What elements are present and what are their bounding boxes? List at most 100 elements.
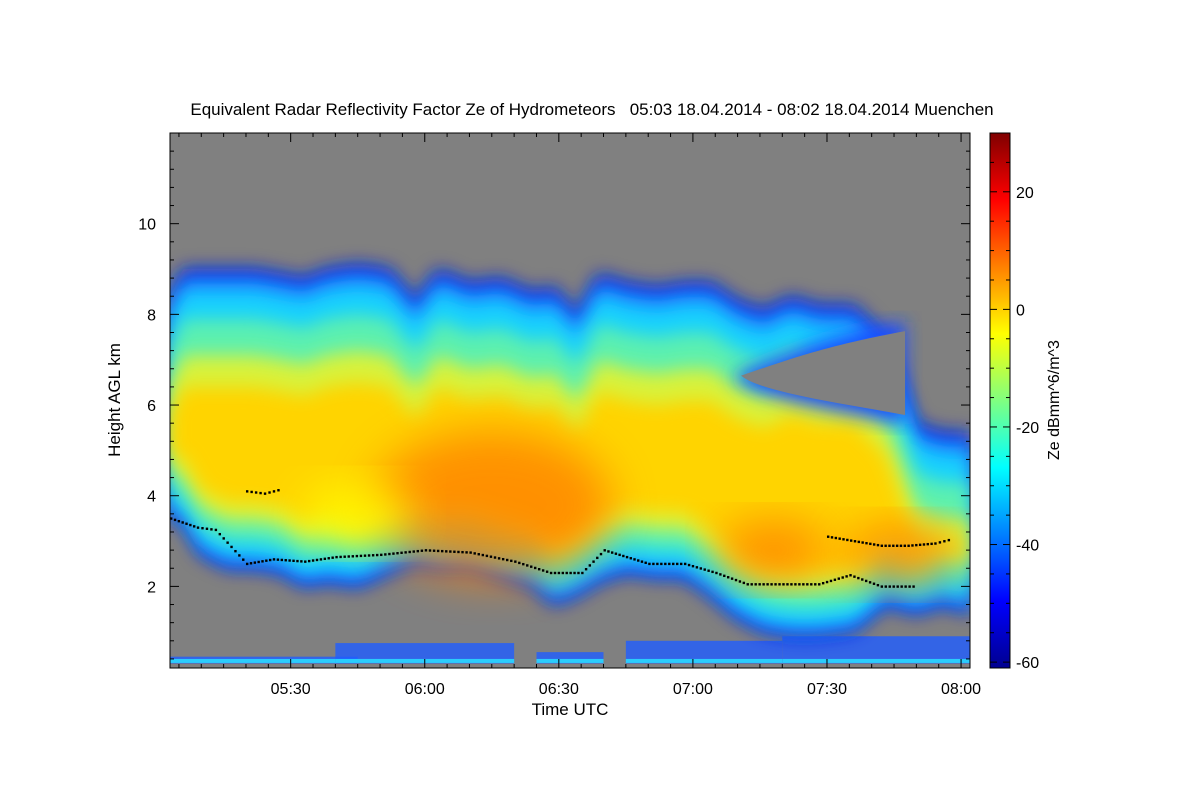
melting-layer-dot bbox=[205, 527, 209, 530]
upper-echo-dot bbox=[250, 490, 253, 494]
y-tick-label: 6 bbox=[147, 398, 156, 415]
melting-layer-dot bbox=[853, 575, 856, 578]
melting-layer-dot bbox=[530, 565, 533, 568]
melting-layer-dot bbox=[339, 555, 342, 559]
melting-layer-dot bbox=[424, 549, 428, 552]
melting-layer-dot bbox=[818, 583, 821, 586]
plot-frame bbox=[169, 132, 971, 669]
melting-layer-dot bbox=[857, 576, 860, 580]
upper-echo-dot bbox=[930, 542, 933, 546]
melting-layer-dot bbox=[242, 558, 245, 561]
melting-layer-dot bbox=[565, 571, 568, 575]
melting-layer-dot bbox=[493, 556, 497, 559]
melting-layer-dot bbox=[802, 583, 805, 586]
melting-layer-dot bbox=[392, 552, 395, 555]
clear-gap-region bbox=[741, 331, 906, 416]
melting-layer-dot bbox=[222, 537, 225, 540]
upper-echo-dot bbox=[892, 544, 895, 547]
melting-layer-dot bbox=[766, 583, 769, 586]
melting-layer-dot bbox=[170, 517, 173, 520]
melting-layer-dot bbox=[573, 571, 576, 575]
melting-layer-dot bbox=[738, 580, 742, 583]
melting-layer-dot bbox=[420, 549, 424, 552]
melting-layer-dot bbox=[687, 563, 691, 567]
melting-layer-dot bbox=[323, 557, 327, 561]
melting-layer-dot bbox=[618, 553, 621, 557]
melting-layer-dot bbox=[660, 562, 663, 566]
melting-layer-dot bbox=[876, 583, 880, 587]
melting-layer-dot bbox=[691, 564, 695, 568]
melting-layer-dot bbox=[526, 564, 529, 567]
melting-layer-dot bbox=[465, 551, 468, 554]
melting-layer-dot bbox=[436, 549, 440, 553]
melting-layer-dot bbox=[428, 549, 432, 552]
melting-layer-dot bbox=[679, 562, 683, 566]
melting-layer-dot bbox=[557, 571, 561, 575]
melting-layer-dot bbox=[758, 583, 761, 586]
melting-layer-dot bbox=[782, 583, 785, 586]
x-tick-label: 07:30 bbox=[807, 681, 847, 698]
colorbar: 20 0 -20 -40 -60 Ze dBmm^6/m^3 bbox=[989, 132, 1063, 672]
upper-echo-dot bbox=[943, 540, 946, 543]
melting-layer-dot bbox=[837, 577, 840, 580]
melting-layer-dot bbox=[652, 562, 655, 566]
melting-layer-dot bbox=[380, 553, 383, 557]
melting-layer-dot bbox=[900, 585, 903, 588]
colorbar-tick-label: -40 bbox=[1016, 538, 1039, 555]
plot-area bbox=[170, 133, 970, 668]
upper-echo-dot bbox=[911, 544, 914, 547]
melting-layer-dot bbox=[537, 568, 541, 571]
melting-layer-dot bbox=[319, 558, 323, 561]
melting-layer-dot bbox=[189, 523, 192, 527]
melting-layer-dot bbox=[261, 560, 264, 563]
upper-echo-dot bbox=[934, 542, 937, 545]
melting-layer-dot bbox=[457, 550, 460, 554]
melting-layer-dot bbox=[699, 567, 703, 570]
melting-layer-dot bbox=[245, 562, 249, 566]
melting-layer-dot bbox=[173, 518, 177, 522]
melting-layer-dot bbox=[192, 525, 196, 528]
melting-layer-dot bbox=[648, 562, 651, 566]
colorbar-label: Ze dBmm^6/m^3 bbox=[1046, 340, 1063, 460]
melting-layer-dot bbox=[888, 585, 891, 588]
x-axis-label: Time UTC bbox=[532, 700, 609, 719]
melting-layer-dot bbox=[506, 558, 509, 562]
colorbar-tick-label: 20 bbox=[1016, 185, 1034, 202]
upper-echo-dot bbox=[838, 537, 841, 540]
melting-layer-dot bbox=[549, 571, 553, 575]
clutter-base bbox=[625, 658, 783, 663]
melting-layer-dot bbox=[441, 549, 444, 553]
melting-layer-dot bbox=[754, 583, 757, 586]
melting-layer-dot bbox=[201, 527, 204, 530]
melting-layer-dot bbox=[485, 554, 489, 558]
melting-layer-dot bbox=[304, 560, 307, 563]
clutter-patch bbox=[625, 640, 783, 664]
clutter-base bbox=[782, 658, 970, 663]
melting-layer-dot bbox=[581, 571, 584, 575]
upper-echo-dot bbox=[880, 544, 884, 547]
melting-layer-dot bbox=[896, 585, 899, 588]
melting-layer-dot bbox=[218, 532, 222, 536]
melting-layer-dot bbox=[367, 554, 371, 557]
melting-layer-dot bbox=[311, 559, 315, 562]
melting-layer-dot bbox=[257, 560, 260, 564]
upper-echo-dot bbox=[842, 538, 845, 541]
melting-layer-dot bbox=[880, 585, 884, 588]
melting-layer-dot bbox=[790, 583, 793, 586]
melting-layer-dot bbox=[656, 562, 659, 566]
melting-layer-dot bbox=[388, 552, 391, 556]
upper-echo-dot bbox=[884, 544, 887, 547]
melting-layer-dot bbox=[845, 575, 848, 578]
melting-layer-dot bbox=[404, 551, 407, 554]
upper-echo-dot bbox=[907, 544, 910, 547]
melting-layer-dot bbox=[461, 550, 464, 554]
upper-echo-dot bbox=[268, 491, 271, 494]
melting-layer-dot bbox=[664, 562, 667, 566]
melting-layer-dot bbox=[408, 550, 411, 554]
melting-layer-dot bbox=[668, 562, 671, 566]
melting-layer-dot bbox=[703, 568, 706, 571]
melting-layer-dot bbox=[715, 571, 718, 575]
x-tick-label: 05:30 bbox=[271, 681, 311, 698]
melting-layer-dot bbox=[177, 519, 181, 523]
colorbar-tick-label: -20 bbox=[1016, 420, 1039, 437]
